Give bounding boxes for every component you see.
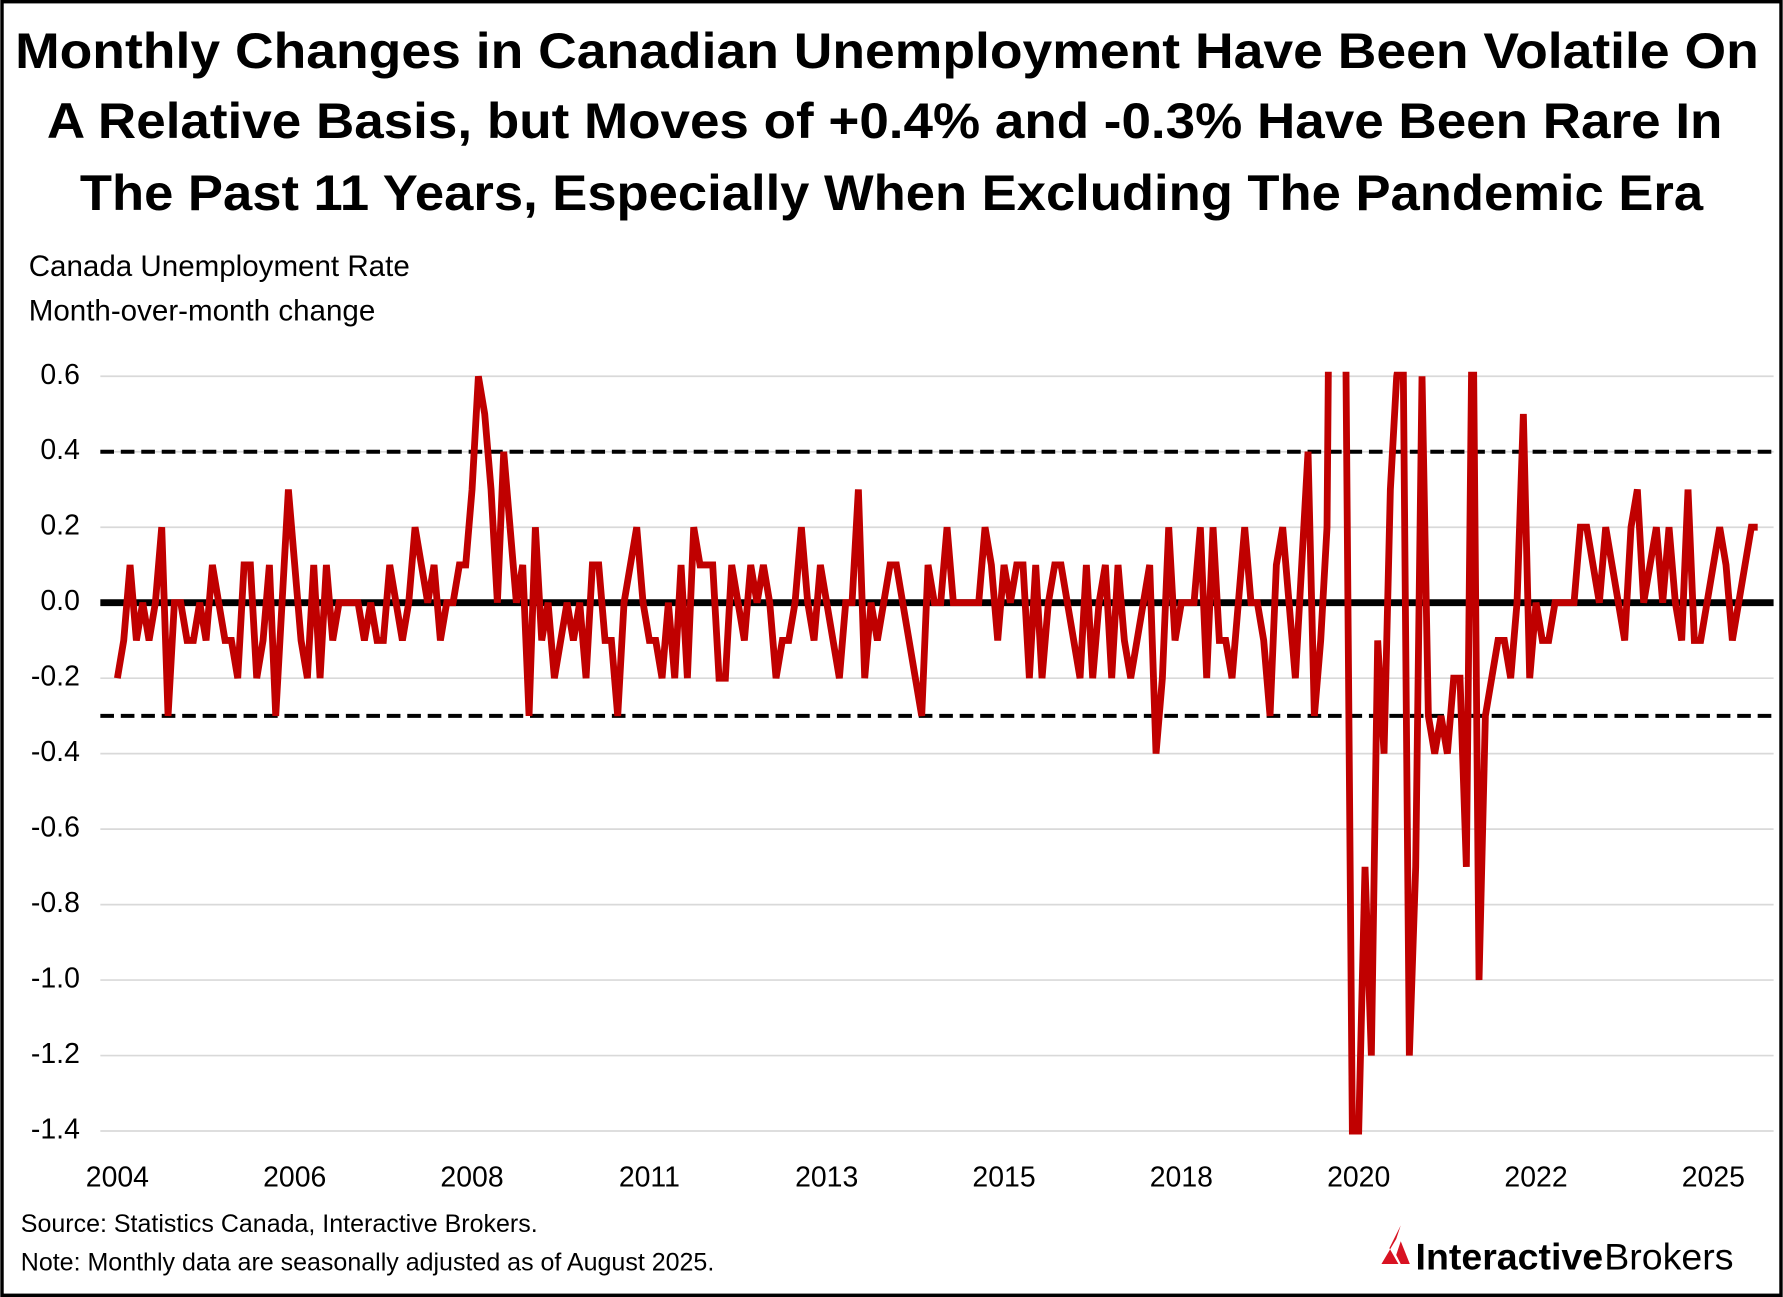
note: Note: Monthly data are seasonally adjust… [21,1249,715,1277]
x-tick-label: 2022 [1504,1161,1567,1193]
y-tick-label: 0.2 [40,510,80,542]
plot [114,371,1758,1135]
chart-title: Monthly Changes in Canadian Unemployment… [15,23,1759,79]
x-tick-label: 2013 [795,1161,858,1193]
chart-title: A Relative Basis, but Moves of +0.4% and… [47,93,1723,149]
logo-icon [1396,1241,1410,1265]
y-tick-label: -1.0 [31,963,80,995]
y-tick-label: -0.2 [31,661,80,693]
data-line [114,371,1758,1135]
source: Source: Statistics Canada, Interactive B… [21,1210,538,1238]
x-tick-label: 2004 [86,1161,149,1193]
y-tick-label: -0.6 [31,812,80,844]
y-tick-label: 0.0 [40,585,80,617]
chart-title: The Past 11 Years, Especially When Exclu… [80,165,1704,221]
y-tick-label: -0.4 [31,736,80,768]
logo-text: Brokers [1604,1235,1733,1277]
x-tick-label: 2018 [1150,1161,1213,1193]
y-tick-label: -1.2 [31,1038,80,1070]
subtitle: Month-over-month change [29,294,376,327]
logo-text: Interactive [1416,1235,1604,1277]
x-tick-label: 2008 [440,1161,503,1193]
logo: Interactive Brokers [1381,1225,1733,1277]
grid: -1.4 -1.2 -1.0 -0.8 -0.6 -0.4 -0.2 0.0 0.2 0.4 0.6… [31,359,1774,1193]
x-tick-label: 2015 [972,1161,1035,1193]
y-tick-label: -0.8 [31,887,80,919]
y-tick-label: -1.4 [31,1114,80,1146]
x-tick-label: 2025 [1682,1161,1745,1193]
y-tick-label: 0.6 [40,359,80,391]
x-tick-label: 2020 [1327,1161,1390,1193]
y-tick-label: 0.4 [40,434,80,466]
subtitle: Canada Unemployment Rate [29,250,410,283]
x-tick-label: 2006 [263,1161,326,1193]
x-tick-label: 2011 [619,1161,680,1193]
